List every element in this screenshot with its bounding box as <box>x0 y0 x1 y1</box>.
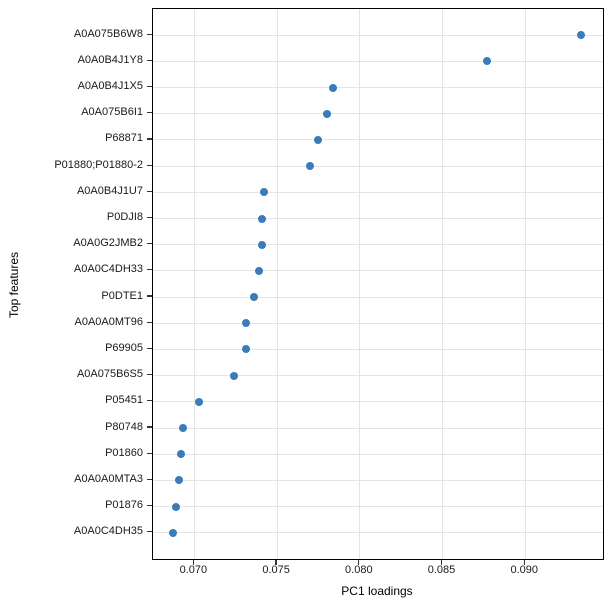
y-tick-mark <box>147 347 152 350</box>
data-point <box>322 109 331 118</box>
x-tick-label: 0.085 <box>427 564 456 576</box>
gridline-horizontal <box>153 322 603 324</box>
y-tick-mark <box>147 531 152 533</box>
y-tick-mark <box>147 269 152 271</box>
gridline-horizontal <box>153 139 603 141</box>
data-point <box>178 424 187 433</box>
x-tick-mark <box>192 559 194 565</box>
gridline-vertical <box>524 9 526 559</box>
gridline-vertical <box>193 9 195 559</box>
gridline-horizontal <box>153 427 603 429</box>
y-tick-label: P01880;P01880-2 <box>54 158 143 171</box>
y-tick-mark <box>147 112 152 114</box>
y-tick-mark <box>147 478 152 481</box>
y-tick-label: A0A075B6S5 <box>76 368 143 381</box>
plot-area <box>152 8 604 560</box>
y-tick-label: A0A0C4DH33 <box>73 263 143 276</box>
gridline-horizontal <box>153 270 603 272</box>
data-point <box>241 319 250 328</box>
x-tick-label: 0.090 <box>510 564 538 576</box>
gridline-horizontal <box>153 453 603 455</box>
x-tick-mark <box>523 559 525 565</box>
gridline-horizontal <box>153 532 603 534</box>
y-tick-label: P05451 <box>105 394 143 407</box>
gridline-horizontal <box>153 506 603 508</box>
data-point <box>314 135 323 144</box>
data-point <box>258 240 267 249</box>
data-point <box>329 83 338 92</box>
y-tick-label: A0A0B4J1X5 <box>77 80 143 93</box>
y-tick-mark <box>147 33 152 35</box>
y-tick-label: A0A075B6I1 <box>81 106 143 119</box>
y-tick-label: A0A075B6W8 <box>73 27 143 40</box>
y-tick-mark <box>147 190 152 192</box>
gridline-vertical <box>276 9 278 559</box>
y-tick-label: P69905 <box>105 341 143 354</box>
x-axis-title: PC1 loadings <box>341 584 413 598</box>
data-point <box>195 397 204 406</box>
data-point <box>258 214 267 223</box>
y-tick-label: A0A0G2JMB2 <box>73 237 143 250</box>
y-tick-label: A0A0A0MTA3 <box>74 472 143 485</box>
y-tick-label: A0A0C4DH35 <box>73 525 143 538</box>
y-tick-mark <box>147 400 152 402</box>
gridline-horizontal <box>153 296 603 298</box>
data-point <box>259 188 268 197</box>
gridline-horizontal <box>153 479 603 481</box>
y-tick-mark <box>147 243 152 245</box>
gridline-vertical <box>442 9 444 559</box>
y-tick-mark <box>147 216 152 219</box>
data-point <box>254 266 263 275</box>
y-tick-label: P68871 <box>105 132 143 145</box>
data-point <box>577 31 586 40</box>
gridline-horizontal <box>153 244 603 246</box>
gridline-vertical <box>359 9 361 559</box>
x-tick-mark <box>440 559 443 565</box>
y-tick-mark <box>147 59 152 61</box>
data-point <box>241 345 250 354</box>
y-tick-mark <box>147 138 152 140</box>
gridline-horizontal <box>153 218 603 220</box>
y-tick-mark <box>147 164 152 166</box>
x-tick-label: 0.075 <box>262 564 290 576</box>
gridline-horizontal <box>153 165 603 167</box>
gridline-horizontal <box>153 348 603 350</box>
y-tick-label: P0DTE1 <box>101 289 143 302</box>
data-point <box>172 502 181 511</box>
y-tick-mark <box>147 321 152 323</box>
gridline-horizontal <box>153 375 603 377</box>
y-tick-mark <box>147 85 152 88</box>
data-point <box>175 476 184 485</box>
data-point <box>249 293 258 302</box>
y-tick-label: A0A0B4J1Y8 <box>77 53 143 66</box>
data-point <box>168 528 177 537</box>
gridline-horizontal <box>153 34 603 36</box>
data-point <box>306 162 315 171</box>
y-tick-label: P01860 <box>105 446 143 459</box>
data-point <box>483 57 492 66</box>
y-tick-mark <box>147 374 152 376</box>
gridline-horizontal <box>153 401 603 403</box>
y-tick-label: P80748 <box>105 420 143 433</box>
x-tick-label: 0.080 <box>345 564 373 576</box>
gridline-horizontal <box>153 87 603 89</box>
y-tick-label: P0DJI8 <box>106 211 143 224</box>
gridline-horizontal <box>153 60 603 62</box>
data-point <box>230 371 239 380</box>
y-tick-mark <box>147 505 152 507</box>
x-tick-label: 0.070 <box>179 564 208 576</box>
y-tick-mark <box>147 426 152 428</box>
x-tick-mark <box>358 559 360 565</box>
y-tick-label: A0A0A0MT96 <box>74 315 143 328</box>
gridline-horizontal <box>153 113 603 115</box>
y-tick-label: P01876 <box>105 499 143 512</box>
y-tick-mark <box>147 452 152 454</box>
y-tick-label: A0A0B4J1U7 <box>76 184 143 197</box>
gridline-horizontal <box>153 191 603 193</box>
y-tick-mark <box>147 295 152 297</box>
x-tick-mark <box>275 559 277 565</box>
data-point <box>177 450 186 459</box>
